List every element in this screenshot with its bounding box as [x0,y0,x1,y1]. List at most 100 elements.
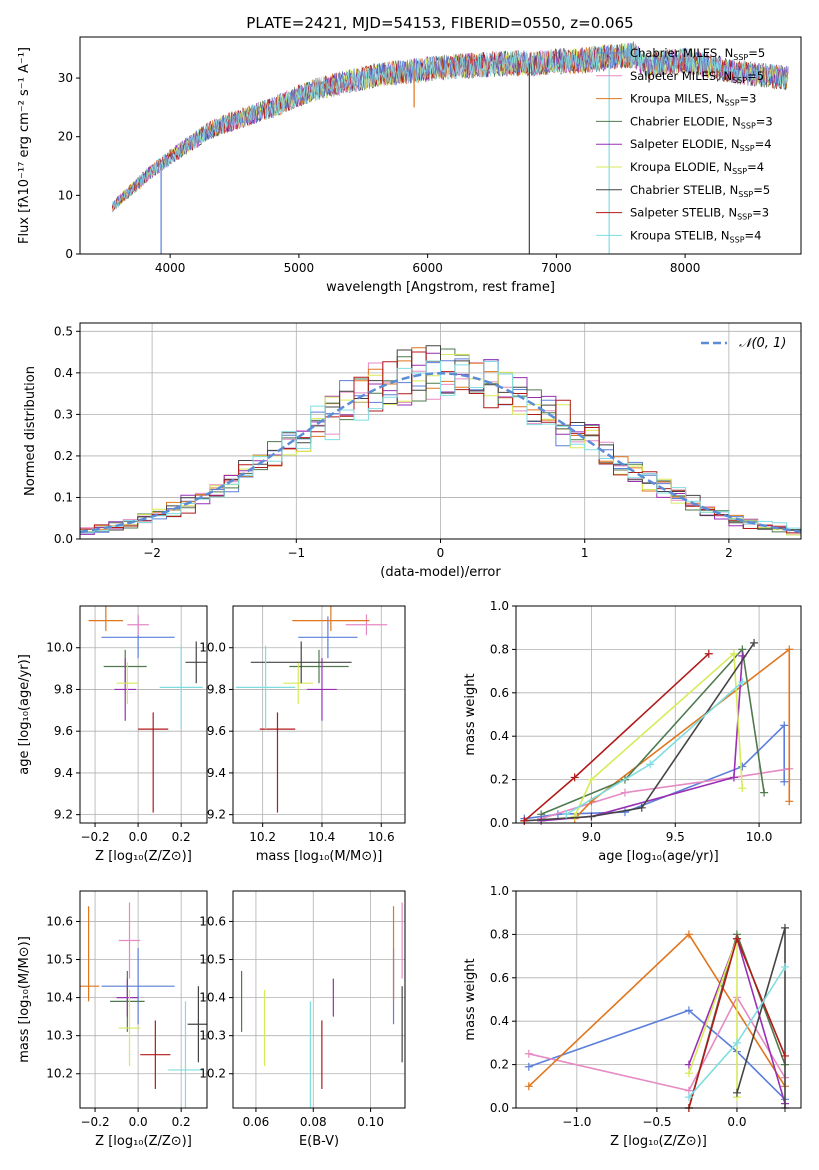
x-tick-label: 9.5 [666,830,685,844]
chart-mass-vs-EBV: 0.06 0.08 0.10 10.2 10.3 10.4 10.5 10.6 E(B-V) [199,890,406,1149]
x-axis-label: Z [log₁₀(Z/Z⊙)] [610,1134,707,1149]
y-tick-label: 10.4 [199,991,226,1005]
x-axis-label: Z [log₁₀(Z/Z⊙)] [95,1134,192,1149]
y-tick-label: 0.0 [490,1101,509,1115]
y-tick-label: 0.5 [54,324,73,338]
y-tick-label: 0.2 [490,773,509,787]
axes-frame [515,605,802,824]
weight-series-4 [541,655,744,822]
weight-marker [684,1069,693,1078]
chart-age-vs-mass: 10.2 10.4 10.6 9.2 9.4 9.6 9.8 10.0 mass [log₁₀(… [199,605,406,864]
chart-spectrum: 4000 5000 6000 7000 8000 0 10 20 30 wavelength [A… [17,36,802,295]
legend-entry: 𝒩(0, 1) [739,336,786,351]
weight-marker [620,788,629,797]
legend-entry: Kroupa STELIB, NSSP=4 [630,228,761,244]
y-axis-label: age [log₁₀(age/yr)] [17,654,32,775]
chart-age-vs-Z: −0.2 0.0 0.2 9.2 9.4 9.6 9.8 10.0 Z [log₁₀(Z/Z⊙)… [17,605,208,864]
legend-entry: Salpeter STELIB, NSSP=3 [630,206,769,222]
y-tick-label: 9.2 [54,808,73,822]
weight-series-5 [573,652,744,817]
x-axis-label: wavelength [Angstrom, rest frame] [326,280,555,295]
x-tick-label: 0 [437,546,445,560]
weight-marker [732,1038,741,1047]
x-tick-label: 0.2 [172,1115,191,1129]
y-tick-label: 10.0 [199,641,226,655]
y-tick-label: 0.6 [490,971,509,985]
x-tick-label: 6000 [412,261,443,275]
y-tick-label: 9.4 [54,766,73,780]
legend-entry: Chabrier MILES, NSSP=5 [630,46,765,62]
figure-title: PLATE=2421, MJD=54153, FIBERID=0550, z=0… [246,14,633,32]
axes-frame [79,605,208,824]
y-tick-label: 0.6 [490,686,509,700]
y-tick-label: 0.2 [54,449,73,463]
chart-residuals: −2 −1 0 1 2 0.0 0.1 0.2 0.3 0.4 0.5 (data-model)/er… [23,322,802,580]
x-tick-label: 5000 [284,261,315,275]
y-tick-label: 10.2 [46,1067,73,1081]
x-tick-label: 7000 [541,261,572,275]
y-tick-label: 10.4 [46,991,73,1005]
y-tick-label: 0.4 [490,729,509,743]
legend-entry: Chabrier STELIB, NSSP=5 [630,183,770,199]
weight-marker [780,923,789,932]
chart-weight-vs-age: 9.0 9.5 10.0 0.0 0.2 0.4 0.6 0.8 1.0 age [log₁₀(a… [463,599,802,864]
legend-entry: Kroupa MILES, NSSP=3 [630,92,756,108]
x-tick-label: 0.06 [243,1115,270,1129]
weight-series-1 [528,995,786,1092]
axes-frame [79,890,208,1109]
y-tick-label: 9.6 [54,724,73,738]
x-tick-label: 0.0 [129,1115,148,1129]
weight-marker [780,721,789,730]
weight-marker [562,810,571,819]
y-tick-label: 0.2 [490,1058,509,1072]
x-axis-label: (data-model)/error [380,565,501,580]
x-tick-label: 0.0 [129,830,148,844]
weight-marker [732,934,741,943]
axes-frame [232,605,406,824]
y-tick-label: 0.8 [490,642,509,656]
y-axis-label: mass weight [463,958,478,1040]
weight-marker [524,1062,533,1071]
weight-marker [732,1088,741,1097]
y-tick-label: 30 [58,71,73,85]
x-tick-label: 10.2 [249,830,276,844]
weight-marker [780,962,789,971]
y-tick-label: 0 [65,247,73,261]
axes-frame [232,890,406,1109]
x-tick-label: 10.0 [746,830,773,844]
y-tick-label: 0.4 [54,366,73,380]
x-tick-label: −1.0 [562,1115,591,1129]
y-tick-label: 10.3 [46,1029,73,1043]
x-axis-label: mass [log₁₀(M/M⊙)] [256,849,383,864]
y-axis-label: mass [log₁₀(M/M⊙)] [17,936,32,1063]
weight-marker [524,1049,533,1058]
weight-marker [704,649,713,658]
weight-series-2 [574,647,791,820]
weight-marker [738,762,747,771]
weight-series-1 [540,768,790,820]
y-tick-label: 10.3 [199,1029,226,1043]
legend-entry: Kroupa ELODIE, NSSP=4 [630,160,764,176]
y-tick-label: 10.5 [199,953,226,967]
y-tick-label: 9.2 [207,808,226,822]
weight-marker [620,808,629,817]
y-axis-label: mass weight [463,673,478,755]
weight-marker [729,649,738,658]
weight-marker [684,930,693,939]
weight-marker [646,760,655,769]
x-tick-label: 10.6 [368,830,395,844]
x-tick-label: 0.2 [172,830,191,844]
y-tick-label: 10.6 [199,914,226,928]
weight-marker [524,1082,533,1091]
y-tick-label: 9.6 [207,724,226,738]
weight-series-6 [524,642,755,822]
x-tick-label: 0.10 [357,1115,384,1129]
weight-marker [684,1093,693,1102]
chart-mass-vs-Z: −0.2 0.0 0.2 10.2 10.3 10.4 10.5 10.6 Z [log₁₀(Z… [17,890,208,1149]
legend-entry: Chabrier ELODIE, NSSP=3 [630,114,773,130]
x-axis-label: E(B-V) [299,1134,339,1149]
y-tick-label: 10 [58,188,73,202]
weight-marker [729,773,738,782]
weight-series-0 [528,1009,786,1100]
y-tick-label: 20 [58,130,73,144]
